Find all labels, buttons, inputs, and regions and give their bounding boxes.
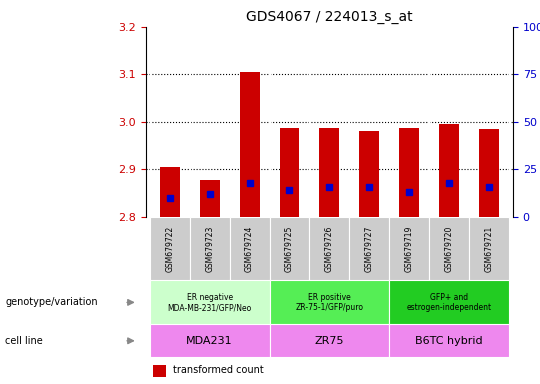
Text: ER positive
ZR-75-1/GFP/puro: ER positive ZR-75-1/GFP/puro	[295, 293, 363, 312]
Bar	[349, 217, 389, 280]
Bar	[153, 365, 166, 377]
Text: ZR75: ZR75	[315, 336, 344, 346]
Text: GSM679721: GSM679721	[484, 225, 494, 272]
Bar	[240, 72, 260, 217]
Bar	[389, 280, 509, 324]
Text: GSM679724: GSM679724	[245, 225, 254, 272]
Bar	[399, 128, 419, 217]
Bar	[439, 124, 459, 217]
Text: cell line: cell line	[5, 336, 43, 346]
Bar	[150, 217, 190, 280]
Text: ER negative
MDA-MB-231/GFP/Neo: ER negative MDA-MB-231/GFP/Neo	[167, 293, 252, 312]
Text: GSM679725: GSM679725	[285, 225, 294, 272]
Bar	[190, 217, 230, 280]
Text: MDA231: MDA231	[186, 336, 233, 346]
Text: genotype/variation: genotype/variation	[5, 297, 98, 308]
Text: GSM679722: GSM679722	[165, 225, 174, 272]
Bar	[269, 217, 309, 280]
Bar	[150, 324, 269, 357]
Bar	[389, 324, 509, 357]
Text: GSM679720: GSM679720	[444, 225, 454, 272]
Bar	[269, 324, 389, 357]
Text: transformed count: transformed count	[173, 365, 264, 375]
Text: B6TC hybrid: B6TC hybrid	[415, 336, 483, 346]
Bar	[309, 217, 349, 280]
Text: GSM679723: GSM679723	[205, 225, 214, 272]
Bar	[200, 180, 220, 217]
Bar	[160, 167, 180, 217]
Bar	[429, 217, 469, 280]
Bar	[359, 131, 379, 217]
Text: GSM679726: GSM679726	[325, 225, 334, 272]
Bar	[280, 127, 300, 217]
Bar	[469, 217, 509, 280]
Text: GSM679727: GSM679727	[365, 225, 374, 272]
Title: GDS4067 / 224013_s_at: GDS4067 / 224013_s_at	[246, 10, 413, 25]
Bar	[269, 280, 389, 324]
Bar	[389, 217, 429, 280]
Bar	[479, 129, 499, 217]
Bar	[230, 217, 269, 280]
Text: GSM679719: GSM679719	[404, 225, 414, 272]
Bar	[320, 127, 339, 217]
Text: GFP+ and
estrogen-independent: GFP+ and estrogen-independent	[407, 293, 492, 312]
Bar	[150, 280, 269, 324]
